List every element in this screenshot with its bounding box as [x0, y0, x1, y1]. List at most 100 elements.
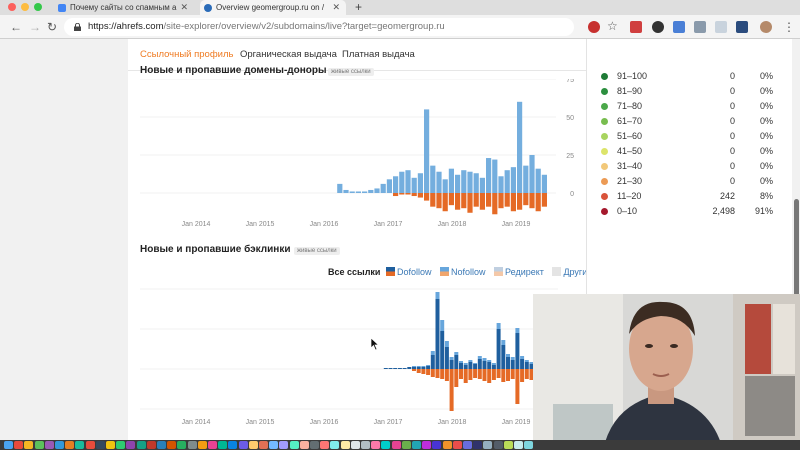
dr-count[interactable]: 242: [719, 191, 735, 201]
extension-red-icon[interactable]: [630, 21, 642, 33]
dock-app-icon[interactable]: [177, 441, 187, 449]
dock-app-icon[interactable]: [187, 441, 197, 449]
dock-app-icon[interactable]: [106, 441, 115, 449]
redirect-swatch: [494, 267, 504, 276]
extension-moon-icon[interactable]: [652, 21, 664, 33]
dock-app-icon[interactable]: [75, 441, 85, 449]
dock-app-icon[interactable]: [228, 441, 238, 449]
address-bar[interactable]: https://ahrefs.com/site-explorer/overvie…: [64, 18, 574, 36]
legend-dofollow[interactable]: Dofollow: [396, 267, 432, 277]
dock-app-icon[interactable]: [452, 441, 462, 449]
legend-nofollow[interactable]: Nofollow: [451, 267, 486, 277]
dr-count[interactable]: 0: [729, 131, 735, 141]
dock-app-icon[interactable]: [157, 441, 166, 449]
dr-count[interactable]: 0: [729, 146, 735, 156]
dr-count[interactable]: 0: [729, 86, 735, 96]
dock-app-icon[interactable]: [95, 441, 105, 449]
dock-app-icon[interactable]: [269, 441, 279, 449]
lock-icon: [74, 23, 81, 31]
live-links-badge[interactable]: живые ссылки: [328, 68, 374, 76]
dr-count[interactable]: 0: [729, 116, 735, 126]
dr-range: 21–30: [617, 176, 643, 186]
dock-app-icon[interactable]: [167, 441, 177, 449]
dock-app-icon[interactable]: [391, 441, 401, 449]
scrollbar-thumb[interactable]: [794, 199, 799, 319]
lost-domains-bar: [535, 193, 541, 212]
dock-app-icon[interactable]: [259, 441, 268, 449]
dock-app-icon[interactable]: [361, 441, 370, 449]
dock-app-icon[interactable]: [238, 441, 248, 449]
dock-app-icon[interactable]: [85, 441, 95, 449]
legend-redirect[interactable]: Редирект: [505, 267, 544, 277]
close-icon[interactable]: ✕: [332, 2, 340, 12]
dock-app-icon[interactable]: [4, 441, 13, 449]
dock-app-icon[interactable]: [412, 441, 421, 449]
legend-all-links[interactable]: Все ссылки: [328, 267, 381, 277]
browser-tab-2[interactable]: Overview geomergroup.ru on / ✕: [200, 0, 346, 15]
dr-count[interactable]: 0: [729, 176, 735, 186]
dock-app-icon[interactable]: [55, 441, 64, 449]
extension-s-icon[interactable]: [736, 21, 748, 33]
forward-arrow-icon[interactable]: →: [29, 20, 41, 34]
dock-app-icon[interactable]: [493, 441, 503, 449]
dock-app-icon[interactable]: [34, 441, 44, 449]
new-tab-button[interactable]: +: [355, 0, 363, 14]
tab-link-profile[interactable]: Ссылочный профиль: [140, 49, 234, 60]
dr-count[interactable]: 0: [729, 101, 735, 111]
dock-app-icon[interactable]: [197, 441, 207, 449]
dock-app-icon[interactable]: [483, 441, 493, 449]
dr-count[interactable]: 0: [729, 161, 735, 171]
extension-grid-icon[interactable]: [694, 21, 706, 33]
back-arrow-icon[interactable]: ←: [10, 20, 22, 34]
dock-app-icon[interactable]: [463, 441, 472, 449]
menu-dots-icon[interactable]: ⋮: [783, 20, 795, 34]
dock-app-icon[interactable]: [248, 441, 258, 449]
dock-app-icon[interactable]: [381, 441, 391, 449]
dock-app-icon[interactable]: [126, 441, 136, 449]
block-icon[interactable]: [588, 21, 600, 33]
dock-app-icon[interactable]: [218, 441, 228, 449]
star-icon[interactable]: ☆: [607, 19, 618, 33]
dock-app-icon[interactable]: [350, 441, 360, 449]
dock-app-icon[interactable]: [136, 441, 146, 449]
dock-app-icon[interactable]: [208, 441, 217, 449]
dock-app-icon[interactable]: [65, 441, 75, 449]
window-minimize-button[interactable]: [21, 3, 29, 11]
dock-app-icon[interactable]: [330, 441, 340, 449]
dock-app-icon[interactable]: [524, 441, 534, 449]
reload-icon[interactable]: ↻: [47, 20, 58, 34]
dock-app-icon[interactable]: [514, 441, 523, 449]
tab-paid[interactable]: Платная выдача: [342, 49, 415, 60]
dr-count[interactable]: 2,498: [712, 206, 735, 216]
dock-app-icon[interactable]: [320, 441, 330, 449]
window-close-button[interactable]: [8, 3, 16, 11]
dock-app-icon[interactable]: [14, 441, 24, 449]
tab-organic[interactable]: Органическая выдача: [240, 49, 337, 60]
dock-app-icon[interactable]: [44, 441, 54, 449]
extension-link-icon[interactable]: [715, 21, 727, 33]
dock-app-icon[interactable]: [401, 441, 411, 449]
legend-other[interactable]: Другие: [563, 267, 593, 277]
window-maximize-button[interactable]: [34, 3, 42, 11]
dock-app-icon[interactable]: [503, 441, 513, 449]
dock-app-icon[interactable]: [146, 441, 156, 449]
dock-app-icon[interactable]: [116, 441, 126, 449]
dock-app-icon[interactable]: [371, 441, 381, 449]
translate-icon[interactable]: [673, 21, 685, 33]
dock-app-icon[interactable]: [289, 441, 299, 449]
live-links-badge[interactable]: живые ссылки: [294, 247, 340, 255]
dock-app-icon[interactable]: [442, 441, 452, 449]
new-domains-bar: [368, 189, 374, 193]
browser-tab-1[interactable]: Почему сайты со спамным а ✕: [54, 0, 194, 15]
dock-app-icon[interactable]: [279, 441, 289, 449]
dock-app-icon[interactable]: [340, 441, 350, 449]
dock-app-icon[interactable]: [299, 441, 309, 449]
dr-count[interactable]: 0: [729, 71, 735, 81]
dock-app-icon[interactable]: [473, 441, 483, 449]
close-icon[interactable]: ✕: [180, 2, 188, 12]
dock-app-icon[interactable]: [24, 441, 34, 449]
dock-app-icon[interactable]: [432, 441, 442, 449]
profile-avatar[interactable]: [760, 21, 772, 33]
dock-app-icon[interactable]: [310, 441, 319, 449]
dock-app-icon[interactable]: [422, 441, 432, 449]
